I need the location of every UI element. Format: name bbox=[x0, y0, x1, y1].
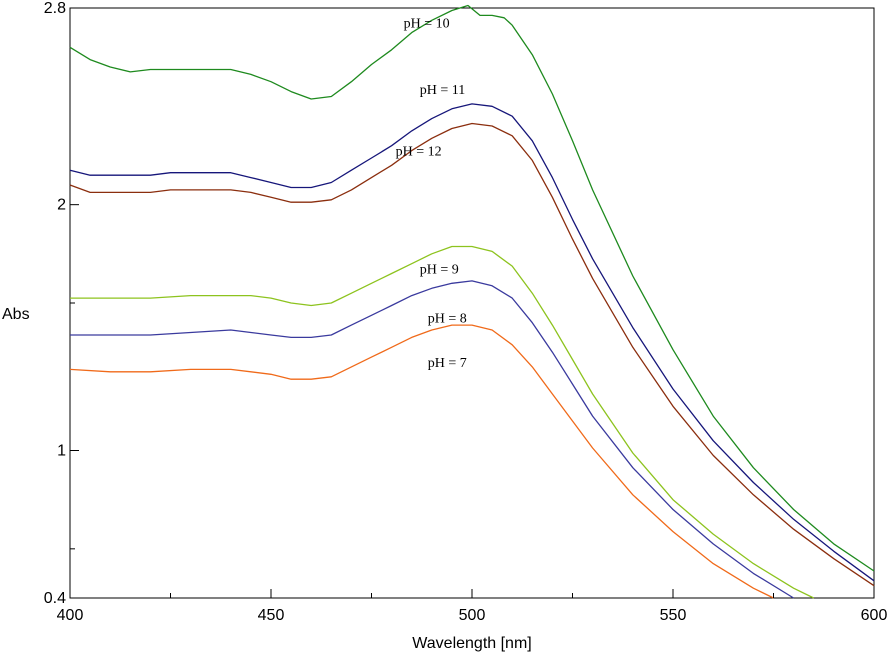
axis-ticks: 400 450 500 550 600 0.4 1 2 2.8 bbox=[44, 0, 888, 624]
series-label: pH = 12 bbox=[396, 145, 442, 160]
series-line-5 bbox=[69, 324, 774, 599]
y-axis-title: Abs bbox=[2, 306, 30, 323]
y-tick-label: 2.8 bbox=[44, 0, 66, 17]
series-label: pH = 8 bbox=[428, 312, 467, 327]
plot-frame bbox=[69, 7, 875, 599]
y-tick-label: 0.4 bbox=[44, 590, 66, 607]
series-line-1 bbox=[69, 103, 875, 582]
x-tick-label: 400 bbox=[57, 607, 84, 624]
y-tick-label: 1 bbox=[57, 443, 66, 460]
series-label: pH = 9 bbox=[420, 263, 459, 278]
series-labels: pH = 10 pH = 11 pH = 12 pH = 9 pH = 8 pH = 7 bbox=[396, 17, 467, 371]
x-axis-title: Wavelength [nm] bbox=[412, 635, 531, 652]
series-label: pH = 11 bbox=[420, 83, 466, 98]
series-lines bbox=[69, 4, 875, 599]
x-tick-label: 550 bbox=[660, 607, 687, 624]
series-line-2 bbox=[69, 122, 875, 587]
plot-area-border bbox=[69, 7, 875, 599]
series-line-0 bbox=[69, 4, 875, 572]
series-label: pH = 7 bbox=[428, 356, 467, 371]
y-tick-label: 2 bbox=[57, 197, 66, 214]
x-tick-label: 600 bbox=[861, 607, 888, 624]
series-line-3 bbox=[70, 245, 814, 599]
x-tick-label: 500 bbox=[459, 607, 486, 624]
x-tick-label: 450 bbox=[258, 607, 285, 624]
series-line-4 bbox=[70, 280, 794, 599]
series-label: pH = 10 bbox=[404, 17, 450, 32]
